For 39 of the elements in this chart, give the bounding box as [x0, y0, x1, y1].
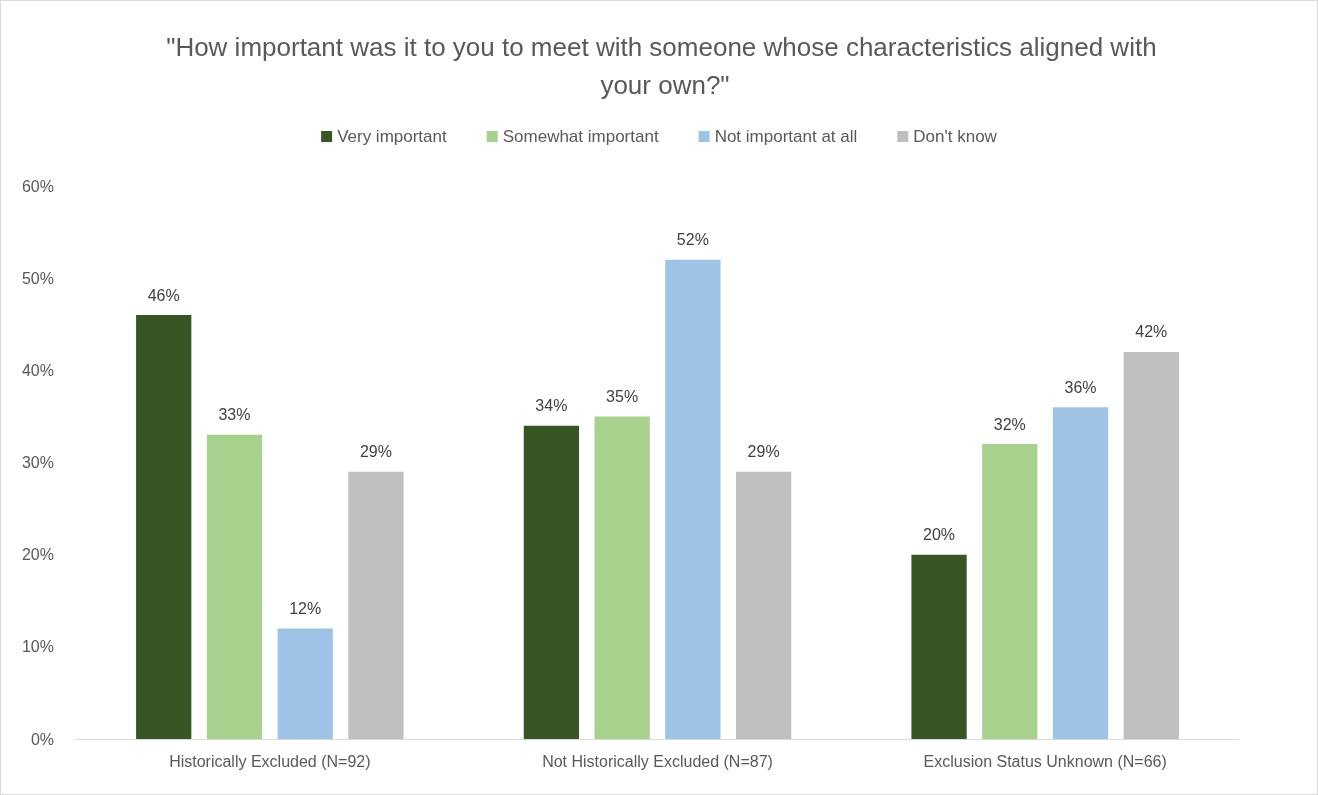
- data-label: 35%: [606, 387, 639, 405]
- bar: [136, 315, 192, 739]
- data-label: 33%: [218, 406, 251, 424]
- x-tick-label: Not Historically Excluded (N=87): [542, 752, 773, 770]
- y-tick-label: 20%: [21, 546, 54, 564]
- data-label: 32%: [993, 415, 1026, 433]
- bar: [206, 434, 263, 739]
- data-label: 46%: [147, 286, 180, 304]
- bar: [594, 416, 650, 739]
- legend-label: Somewhat important: [502, 127, 659, 146]
- y-tick-label: 50%: [21, 269, 54, 287]
- data-label: 34%: [535, 397, 568, 415]
- bar: [1123, 351, 1179, 739]
- bar: [277, 628, 333, 739]
- legend-label: Don't know: [913, 127, 998, 146]
- y-tick-label: 0%: [30, 730, 54, 748]
- bar: [911, 554, 967, 739]
- y-tick-label: 10%: [21, 638, 54, 656]
- bar: [1052, 407, 1109, 739]
- bar: [982, 444, 1038, 739]
- legend-label: Not important at all: [714, 127, 858, 146]
- data-label: 12%: [289, 599, 322, 617]
- x-tick-label: Historically Excluded (N=92): [169, 752, 371, 770]
- y-tick-label: 40%: [21, 361, 54, 379]
- bar: [665, 259, 721, 739]
- data-label: 29%: [359, 443, 392, 461]
- x-tick-label: Exclusion Status Unknown (N=66): [923, 752, 1167, 770]
- bar: [523, 425, 580, 739]
- bar: [348, 471, 404, 739]
- data-label: 42%: [1135, 323, 1168, 341]
- chart-title: "How important was it to you to meet with someone whose characteristics aligned with your own?": [166, 32, 1164, 100]
- data-label: 52%: [676, 231, 709, 249]
- data-label: 29%: [747, 443, 780, 461]
- data-label: 20%: [923, 526, 956, 544]
- data-label: 36%: [1064, 378, 1097, 396]
- bar: [735, 471, 792, 739]
- y-tick-label: 30%: [21, 454, 54, 471]
- y-tick-label: 60%: [21, 177, 54, 195]
- legend-label: Very important: [337, 127, 448, 146]
